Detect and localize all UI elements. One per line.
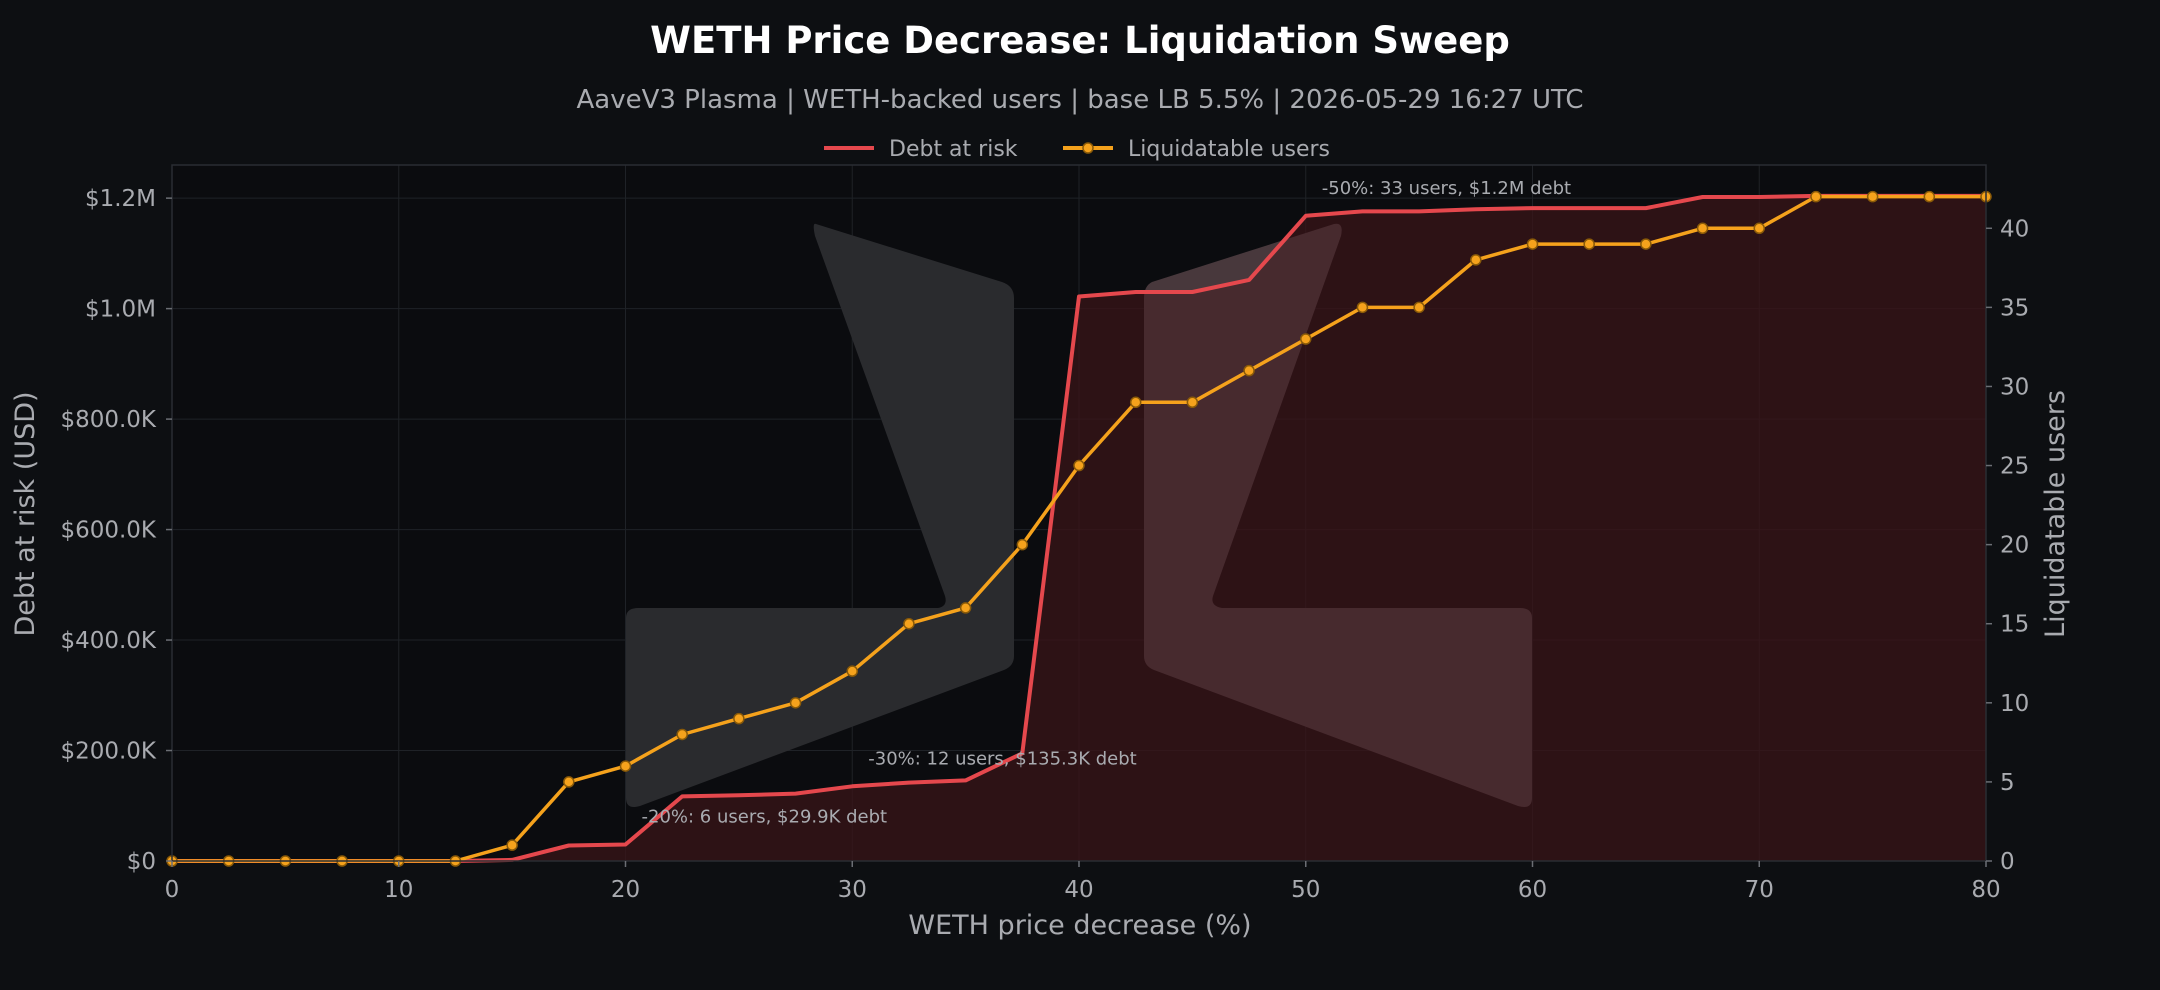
data-point-liquidatable-users: [1583, 238, 1595, 250]
y2-tick-label: 20: [2000, 533, 2029, 559]
debt-at-risk-area: [172, 195, 1986, 861]
x-tick-label: 70: [1745, 877, 1774, 903]
x-tick-label: 50: [1291, 877, 1320, 903]
data-point-liquidatable-users: [1470, 254, 1482, 266]
y-axis-label: Debt at risk (USD): [10, 391, 41, 636]
data-point-liquidatable-users: [1129, 396, 1142, 409]
y2-tick-label: 25: [2000, 454, 2029, 480]
y2-tick-label: 0: [2000, 849, 2015, 875]
x-tick-label: 40: [1064, 877, 1093, 903]
chart-subtitle: AaveV3 Plasma | WETH-backed users | base…: [576, 85, 1583, 115]
y2-tick-label: 30: [2000, 374, 2029, 400]
chart-title: WETH Price Decrease: Liquidation Sweep: [650, 19, 1510, 62]
data-point-liquidatable-users: [676, 728, 688, 741]
x-tick-label: 10: [384, 877, 413, 903]
watermark-logo-overlay: [1144, 223, 1532, 807]
data-point-liquidatable-users: [789, 697, 802, 709]
data-point-liquidatable-users: [1413, 301, 1425, 314]
y2-tick-label: 40: [2000, 216, 2029, 242]
data-point-liquidatable-users: [959, 602, 972, 614]
data-point-liquidatable-users: [1753, 222, 1765, 235]
x-axis-label: WETH price decrease (%): [908, 910, 1251, 941]
data-point-liquidatable-users: [1923, 190, 1936, 203]
data-point-liquidatable-users: [1300, 333, 1312, 345]
data-point-liquidatable-users: [563, 776, 575, 788]
annotation-label: -50%: 33 users, $1.2M debt: [1322, 178, 1571, 199]
x-tick-label: 60: [1518, 877, 1547, 903]
y-tick-label: $600.0K: [60, 518, 156, 544]
data-point-liquidatable-users: [1243, 364, 1255, 377]
y-tick-label: $1.2M: [85, 186, 156, 212]
y-tick-label: $1.0M: [85, 297, 156, 323]
y-tick-label: $400.0K: [60, 628, 156, 654]
data-point-liquidatable-users: [1866, 190, 1879, 203]
legend-label-liquidatable-users: Liquidatable users: [1128, 137, 1330, 162]
annotation-label: -30%: 12 users, $135.3K debt: [868, 748, 1137, 769]
x-tick-label: 20: [611, 877, 640, 903]
data-point-liquidatable-users: [733, 712, 745, 725]
legend: Debt at risk Liquidatable users: [824, 137, 1330, 162]
y-tick-label: $200.0K: [60, 739, 156, 765]
y-tick-label: $0: [127, 849, 156, 875]
data-point-liquidatable-users: [506, 839, 518, 851]
y2-tick-label: 5: [2000, 770, 2015, 796]
data-point-liquidatable-users: [1640, 238, 1652, 250]
y2-tick-label: 10: [2000, 691, 2029, 717]
x-tick-label: 0: [165, 877, 180, 903]
x-tick-label: 80: [1971, 877, 2000, 903]
data-point-liquidatable-users: [1016, 538, 1029, 551]
y2-tick-label: 35: [2000, 295, 2029, 321]
data-point-liquidatable-users: [1526, 238, 1539, 250]
x-tick-label: 30: [838, 877, 867, 903]
data-point-liquidatable-users: [1696, 222, 1709, 235]
annotation-label: -20%: 6 users, $29.9K debt: [642, 806, 888, 827]
watermark-shape-left: [626, 223, 1014, 807]
y2-axis-label: Liquidatable users: [2040, 390, 2071, 638]
data-point-liquidatable-users: [1186, 396, 1199, 409]
legend-label-debt-at-risk: Debt at risk: [889, 137, 1018, 162]
y-tick-label: $800.0K: [60, 407, 156, 433]
watermark-shape-right-overlay: [1144, 223, 1532, 807]
data-point-liquidatable-users: [846, 665, 858, 677]
data-point-liquidatable-users: [1356, 301, 1369, 314]
data-point-liquidatable-users: [1073, 459, 1085, 472]
data-point-liquidatable-users: [1810, 190, 1822, 203]
data-point-liquidatable-users: [619, 760, 632, 772]
plot-area: 0 10 20 30 40 50 60 70 80$0$200.0K$400.0K$600.0K…: [60, 164, 2029, 903]
y2-tick-label: 15: [2000, 612, 2029, 638]
data-point-liquidatable-users: [903, 617, 915, 630]
legend-marker-liquidatable-users: [1082, 142, 1094, 154]
